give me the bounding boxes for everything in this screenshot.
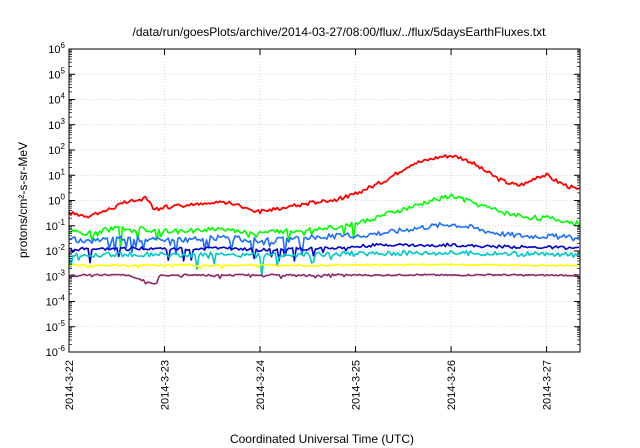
y-tick-label: 105	[48, 66, 65, 81]
y-tick-label: 103	[48, 117, 65, 132]
series-line-1	[68, 193, 580, 250]
y-tick-label: 10-1	[46, 218, 66, 233]
y-axis-ticks: 10-6 10-5 10-4 10-3 10-2 10-1 100 101 102 103 104 1…	[46, 41, 580, 359]
y-tick-label: 100	[48, 193, 65, 208]
series-line-2	[68, 222, 580, 256]
chart-title: /data/run/goesPlots/archive/2014-03-27/0…	[133, 25, 547, 39]
y-tick-label: 101	[48, 167, 65, 182]
y-axis-label: protons/cm²-s-sr-MeV	[16, 142, 30, 258]
y-tick-label: 104	[48, 92, 65, 107]
series-line-4	[68, 249, 580, 277]
y-tick-label: 10-3	[46, 268, 66, 283]
x-axis-label: Coordinated Universal Time (UTC)	[230, 432, 414, 446]
x-tick-label: 2014-3-27	[542, 360, 554, 410]
y-tick-label: 102	[48, 142, 65, 157]
y-tick-label: 10-2	[46, 243, 66, 258]
y-tick-label: 106	[48, 41, 65, 56]
x-tick-label: 2014-3-24	[255, 360, 267, 410]
y-tick-label: 10-6	[46, 344, 66, 359]
data-series	[68, 153, 580, 285]
series-line-5	[68, 263, 580, 270]
series-line-3	[68, 242, 580, 264]
y-tick-label: 10-4	[46, 294, 66, 309]
x-tick-label: 2014-3-23	[160, 360, 172, 410]
series-line-6	[68, 273, 579, 285]
x-tick-label: 2014-3-22	[64, 360, 76, 410]
x-axis-ticks: 2014-3-22 2014-3-23 2014-3-24 2014-3-25 2014…	[64, 49, 554, 410]
y-tick-label: 10-5	[46, 319, 66, 334]
x-tick-label: 2014-3-26	[446, 360, 458, 410]
x-tick-label: 2014-3-25	[351, 360, 363, 410]
series-line-0	[68, 153, 580, 219]
